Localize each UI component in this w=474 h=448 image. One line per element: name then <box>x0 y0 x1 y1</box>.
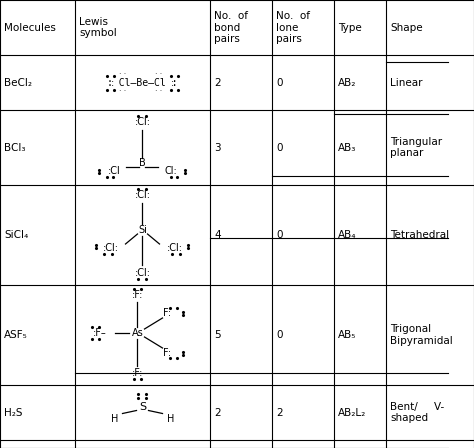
Text: H: H <box>111 414 118 423</box>
Text: Shape: Shape <box>390 22 423 33</box>
Text: :F–: :F– <box>92 328 106 338</box>
Text: BCl₃: BCl₃ <box>4 142 26 152</box>
Text: 2: 2 <box>276 408 283 418</box>
Text: AB₃: AB₃ <box>338 142 356 152</box>
Text: As: As <box>132 328 143 338</box>
Text: AB₄: AB₄ <box>338 230 356 240</box>
Text: : Cl–Be–Cl :: : Cl–Be–Cl : <box>107 78 178 87</box>
Text: Bent/     V-
shaped: Bent/ V- shaped <box>390 402 444 423</box>
Text: Linear: Linear <box>390 78 422 87</box>
Text: ASF₅: ASF₅ <box>4 330 28 340</box>
Text: Triangular
planar: Triangular planar <box>390 137 442 158</box>
Text: H₂S: H₂S <box>4 408 22 418</box>
Text: :: : <box>111 78 114 87</box>
Text: Cl:: Cl: <box>164 166 177 176</box>
Text: :F:: :F: <box>132 368 143 378</box>
Text: AB₅: AB₅ <box>338 330 356 340</box>
Text: · ·: · · <box>119 87 126 96</box>
Text: Molecules: Molecules <box>4 22 56 33</box>
Text: :Cl:: :Cl: <box>135 117 151 127</box>
Text: :Cl:: :Cl: <box>135 190 151 200</box>
Text: 2: 2 <box>214 78 220 87</box>
Text: S: S <box>139 401 146 412</box>
Text: H: H <box>167 414 174 423</box>
Text: · ·: · · <box>155 70 162 79</box>
Text: 0: 0 <box>276 330 283 340</box>
Text: 3: 3 <box>214 142 220 152</box>
Text: 0: 0 <box>276 78 283 87</box>
Text: SiCl₄: SiCl₄ <box>4 230 28 240</box>
Text: AB₂: AB₂ <box>338 78 356 87</box>
Text: Type: Type <box>338 22 362 33</box>
Text: :Cl:: :Cl: <box>166 243 182 253</box>
Text: No.  of
lone
pairs: No. of lone pairs <box>276 11 310 44</box>
Text: F:: F: <box>164 348 172 358</box>
Text: Si: Si <box>138 225 147 235</box>
Text: :: : <box>171 78 174 87</box>
Text: 2: 2 <box>214 408 220 418</box>
Text: No.  of
bond
pairs: No. of bond pairs <box>214 11 248 44</box>
Text: :Cl: :Cl <box>108 166 121 176</box>
Text: :Cl:: :Cl: <box>102 243 118 253</box>
Text: Trigonal
Bipyramidal: Trigonal Bipyramidal <box>390 324 453 346</box>
Text: :Cl:: :Cl: <box>135 268 151 278</box>
Text: · ·: · · <box>119 70 126 79</box>
Text: Tetrahedral: Tetrahedral <box>390 230 449 240</box>
Text: · ·: · · <box>155 87 162 96</box>
Text: 0: 0 <box>276 142 283 152</box>
Text: 4: 4 <box>214 230 220 240</box>
Text: B: B <box>139 158 146 168</box>
Text: 5: 5 <box>214 330 220 340</box>
Text: 0: 0 <box>276 230 283 240</box>
Text: :F:: :F: <box>132 290 143 300</box>
Text: F:: F: <box>164 308 172 318</box>
Text: Lewis
symbol: Lewis symbol <box>79 17 117 38</box>
Text: AB₂L₂: AB₂L₂ <box>338 408 366 418</box>
Text: BeCl₂: BeCl₂ <box>4 78 32 87</box>
